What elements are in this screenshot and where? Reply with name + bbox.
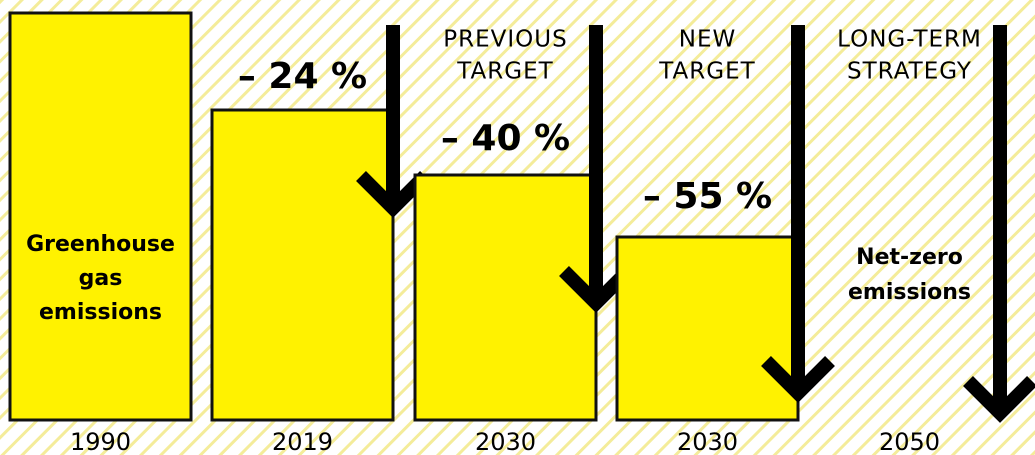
column-heading: NEW — [679, 27, 736, 53]
reduction-label: – 40 % — [441, 118, 570, 159]
column-heading: PREVIOUS — [443, 27, 567, 53]
column-heading: LONG-TERM — [837, 27, 982, 53]
bar — [210, 108, 395, 422]
bar — [615, 235, 800, 422]
reduction-label: – 55 % — [643, 176, 772, 217]
year-label: 2019 — [272, 428, 333, 455]
year-label: 2030 — [677, 428, 738, 455]
reduction-label: – 24 % — [238, 56, 367, 97]
bar-label: emissions — [848, 280, 971, 305]
bar-label: gas — [79, 266, 123, 291]
bar — [413, 173, 598, 422]
arrow-head — [963, 376, 1035, 423]
year-label: 2030 — [475, 428, 536, 455]
arrow-head — [761, 356, 835, 403]
year-label: 2050 — [879, 428, 940, 455]
year-label: 1990 — [70, 428, 131, 455]
column-heading: TARGET — [456, 59, 553, 85]
bar-label: emissions — [39, 300, 162, 325]
bar-label: Greenhouse — [26, 232, 175, 257]
bar — [8, 11, 193, 422]
column-heading: STRATEGY — [847, 59, 972, 85]
bar-label: Net-zero — [856, 245, 963, 270]
column-heading: TARGET — [658, 59, 755, 85]
